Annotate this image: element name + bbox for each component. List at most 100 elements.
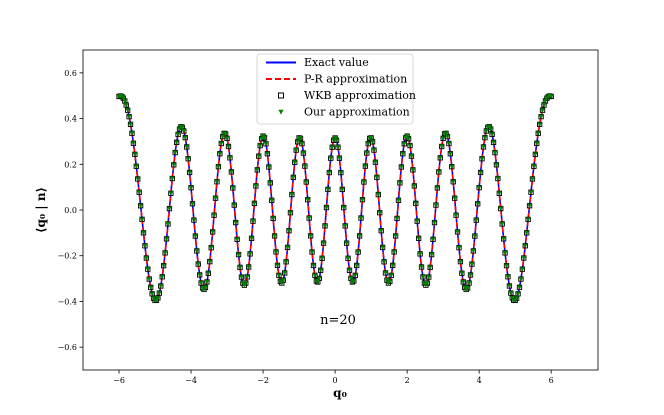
our-marker (459, 271, 465, 276)
our-marker (535, 131, 541, 136)
our-marker (473, 218, 479, 223)
legend-marker-ours (278, 109, 284, 115)
our-marker (433, 203, 439, 208)
our-marker (515, 291, 521, 297)
our-marker (417, 251, 423, 257)
our-marker (217, 151, 223, 157)
our-marker (404, 134, 410, 139)
our-marker (298, 136, 303, 141)
our-marker (299, 141, 305, 147)
our-marker (120, 96, 126, 101)
our-marker (288, 210, 293, 216)
our-marker (344, 241, 350, 246)
our-marker (460, 279, 466, 285)
x-tick-label: −6 (113, 376, 125, 385)
y-tick-label: 0.4 (64, 115, 77, 124)
our-marker (167, 206, 172, 211)
our-marker (361, 179, 367, 185)
our-marker (499, 221, 505, 227)
our-marker (184, 144, 190, 150)
our-marker (252, 201, 257, 206)
our-marker (371, 148, 377, 153)
our-marker (426, 275, 432, 280)
our-marker (276, 273, 282, 278)
our-marker (270, 216, 276, 221)
our-marker (272, 233, 277, 239)
our-marker (517, 285, 522, 290)
our-marker (328, 156, 334, 161)
our-marker (378, 228, 384, 234)
our-marker (514, 296, 520, 301)
our-marker (205, 271, 211, 276)
our-marker (180, 125, 185, 130)
our-marker (540, 108, 545, 113)
our-marker (348, 276, 354, 281)
our-marker (522, 243, 528, 249)
our-marker (466, 281, 472, 286)
our-marker (223, 131, 229, 137)
our-marker (213, 196, 218, 201)
our-marker (303, 179, 309, 185)
y-tick-label: 0.2 (64, 160, 77, 169)
our-marker (370, 139, 375, 145)
legend-marker-wkb (278, 92, 284, 99)
our-marker (136, 190, 142, 195)
our-marker (413, 201, 419, 206)
our-marker (436, 169, 442, 175)
our-marker (188, 185, 194, 191)
our-marker (220, 134, 226, 139)
our-marker (125, 108, 131, 113)
our-marker (334, 138, 339, 143)
our-marker (204, 279, 210, 285)
our-marker (155, 295, 161, 301)
our-marker (315, 279, 321, 285)
our-marker (329, 145, 335, 150)
our-marker (527, 203, 532, 209)
our-marker (198, 281, 204, 286)
y-axis: −0.6 −0.4 −0.2 0.0 0.2 0.4 0.6 (58, 69, 83, 352)
our-marker (239, 275, 244, 280)
our-marker (530, 176, 535, 182)
our-marker (326, 170, 332, 175)
our-marker (171, 162, 177, 168)
our-marker (409, 154, 414, 159)
our-marker (407, 143, 413, 148)
our-marker (264, 151, 270, 157)
our-marker (319, 256, 325, 261)
our-marker (335, 145, 341, 150)
our-marker (472, 234, 478, 239)
our-marker (339, 187, 345, 192)
our-marker (486, 124, 492, 130)
our-marker (452, 196, 458, 201)
our-marker (509, 295, 515, 301)
y-tick-label: 0.6 (64, 69, 77, 78)
our-marker (247, 251, 253, 257)
our-marker (191, 218, 197, 223)
our-marker (410, 167, 416, 173)
our-marker (492, 150, 498, 155)
y-axis-label: ⟨q₀ | n⟩ (34, 187, 48, 233)
our-marker (129, 131, 135, 136)
our-marker (172, 150, 178, 155)
our-marker (267, 180, 273, 186)
our-marker (301, 151, 306, 156)
our-marker (508, 291, 514, 296)
x-tick-label: 2 (405, 376, 410, 385)
our-marker (358, 216, 364, 221)
our-marker (151, 296, 156, 301)
legend-label-exact: Exact value (304, 56, 369, 69)
our-marker (192, 234, 198, 239)
our-marker (236, 252, 241, 257)
our-marker (175, 132, 181, 137)
our-marker (469, 262, 475, 267)
our-marker (249, 236, 254, 241)
our-marker (128, 122, 133, 127)
our-marker (280, 278, 286, 283)
our-marker (491, 140, 496, 145)
x-tick-label: 4 (477, 376, 482, 385)
our-marker (528, 190, 534, 195)
our-marker (161, 263, 167, 269)
our-marker (411, 183, 417, 189)
our-marker (266, 164, 272, 170)
our-marker (138, 203, 144, 209)
